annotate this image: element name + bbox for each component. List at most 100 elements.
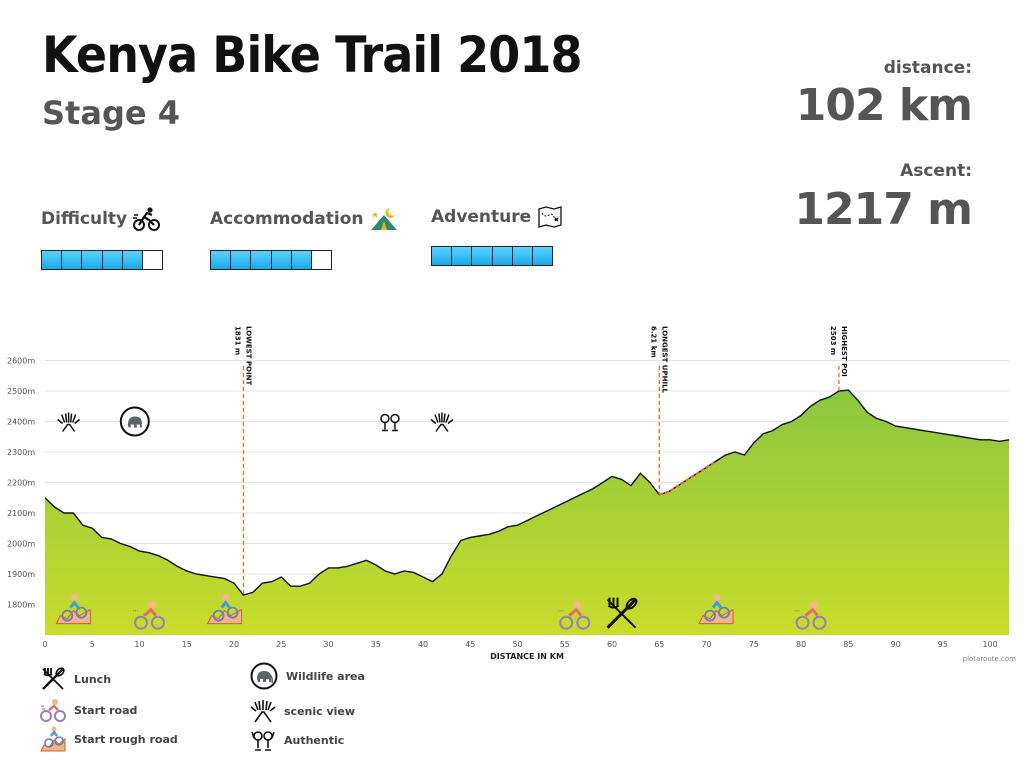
rating-cell-empty bbox=[142, 251, 163, 269]
rating-difficulty: Difficulty bbox=[41, 206, 163, 270]
x-tick-label: 70 bbox=[701, 640, 711, 649]
x-tick-label: 100 bbox=[982, 640, 997, 649]
y-tick-label: 2200m bbox=[7, 479, 35, 488]
rating-cell-filled bbox=[532, 247, 553, 265]
legend-label: Wildlife area bbox=[286, 669, 365, 683]
legend-label: Authentic bbox=[284, 733, 345, 747]
legend-label: Start rough road bbox=[74, 732, 178, 746]
rating-cell-empty bbox=[311, 251, 332, 269]
start-rough-road-icon bbox=[55, 594, 91, 625]
x-tick-label: 40 bbox=[418, 640, 428, 649]
start-road-icon bbox=[794, 600, 827, 630]
authentic-icon bbox=[380, 413, 400, 432]
authentic-icon bbox=[251, 731, 275, 751]
legend-lunch: Lunch bbox=[40, 666, 111, 692]
rating-cell-filled bbox=[492, 247, 513, 265]
legend-label: Start road bbox=[74, 703, 138, 717]
annotation-value: 6.21 km bbox=[649, 326, 657, 358]
y-tick-label: 2100m bbox=[7, 509, 35, 518]
start-road-icon bbox=[558, 600, 591, 630]
wildlife-area-icon bbox=[119, 406, 150, 437]
scenic-view-icon bbox=[57, 412, 81, 432]
treasure-map-icon bbox=[538, 206, 562, 228]
rating-cell-filled bbox=[472, 247, 493, 265]
rating-label: Adventure bbox=[431, 207, 532, 227]
y-tick-label: 2300m bbox=[7, 448, 35, 457]
elevation-area bbox=[45, 390, 1009, 635]
page-title: Kenya Bike Trail 2018 bbox=[42, 26, 582, 84]
rating-cell-filled bbox=[251, 251, 272, 269]
x-tick-label: 50 bbox=[512, 640, 522, 649]
rating-label: Difficulty bbox=[41, 209, 128, 229]
start-rough-road-icon bbox=[206, 594, 243, 625]
x-axis-label: DISTANCE IN KM bbox=[490, 652, 564, 661]
rating-cell-filled bbox=[82, 251, 103, 269]
x-tick-label: 85 bbox=[843, 640, 853, 649]
x-tick-label: 30 bbox=[323, 640, 333, 649]
start-rough-road-icon bbox=[40, 726, 66, 752]
start-rough-road-icon bbox=[698, 594, 734, 625]
scenic-view-icon bbox=[430, 412, 454, 432]
rating-cell-filled bbox=[452, 247, 473, 265]
rating-cell-filled bbox=[271, 251, 292, 269]
legend-authentic: Authentic bbox=[250, 728, 344, 752]
x-tick-label: 90 bbox=[890, 640, 900, 649]
rating-cell-filled bbox=[512, 247, 533, 265]
x-tick-label: 5 bbox=[90, 640, 95, 649]
elevation-line bbox=[44, 389, 1010, 596]
x-tick-label: 25 bbox=[276, 640, 286, 649]
rating-cell-filled bbox=[211, 251, 232, 269]
legend-label: scenic view bbox=[284, 704, 356, 718]
credit-label: plotaroute.com bbox=[963, 655, 1017, 663]
legend-label: Lunch bbox=[74, 672, 112, 686]
x-tick-label: 15 bbox=[182, 640, 192, 649]
annotation-label: LOWEST POINT bbox=[244, 326, 252, 385]
scenic-view-icon bbox=[250, 700, 276, 723]
y-tick-label: 2400m bbox=[7, 418, 35, 427]
x-tick-label: 45 bbox=[465, 640, 475, 649]
difficulty-rating-bar bbox=[41, 250, 163, 270]
distance-value: 102 km bbox=[795, 80, 973, 131]
x-tick-label: 60 bbox=[607, 640, 617, 649]
y-tick-label: 1800m bbox=[7, 601, 35, 610]
x-tick-label: 20 bbox=[229, 640, 239, 649]
annotation-value: 1831 m bbox=[233, 326, 241, 355]
rating-label: Accommodation bbox=[210, 209, 364, 229]
start-road-icon bbox=[40, 699, 66, 722]
y-tick-label: 2600m bbox=[7, 357, 35, 366]
rating-cell-filled bbox=[122, 251, 143, 269]
rating-cell-filled bbox=[42, 251, 63, 269]
x-tick-label: 75 bbox=[749, 640, 759, 649]
lunch-icon bbox=[42, 667, 65, 690]
y-tick-label: 2000m bbox=[7, 540, 35, 549]
legend-start-road: Start road bbox=[40, 698, 137, 722]
ascent-value: 1217 m bbox=[794, 184, 973, 235]
annotation-label: HIGHEST POI bbox=[840, 326, 848, 377]
cyclist-icon bbox=[133, 207, 161, 231]
ascent-label: Ascent: bbox=[900, 161, 972, 181]
rating-cell-filled bbox=[102, 251, 123, 269]
legend-scenic: scenic view bbox=[250, 698, 355, 724]
accommodation-rating-bar bbox=[210, 250, 332, 270]
rating-cell-filled bbox=[291, 251, 312, 269]
x-tick-label: 55 bbox=[560, 640, 570, 649]
annotation-label: LONGEST UPHILL bbox=[660, 326, 668, 394]
rating-adventure: Adventure bbox=[431, 206, 563, 266]
x-tick-label: 0 bbox=[42, 640, 47, 649]
rating-accommodation: Accommodation bbox=[210, 206, 399, 270]
x-tick-label: 10 bbox=[134, 640, 144, 649]
x-tick-label: 35 bbox=[371, 640, 381, 649]
y-tick-label: 2500m bbox=[7, 387, 35, 396]
lunch-icon bbox=[606, 597, 638, 629]
rating-cell-filled bbox=[231, 251, 252, 269]
x-tick-label: 80 bbox=[796, 640, 806, 649]
legend-wildlife: Wildlife area bbox=[250, 662, 365, 690]
start-road-icon bbox=[132, 600, 165, 630]
stage-subtitle: Stage 4 bbox=[42, 94, 180, 132]
legend-start-rough-road: Start rough road bbox=[40, 726, 178, 752]
distance-label: distance: bbox=[883, 58, 972, 78]
annotation-value: 2503 m bbox=[829, 326, 837, 355]
longest-uphill-segment bbox=[659, 460, 717, 496]
wildlife-area-icon bbox=[250, 662, 278, 690]
